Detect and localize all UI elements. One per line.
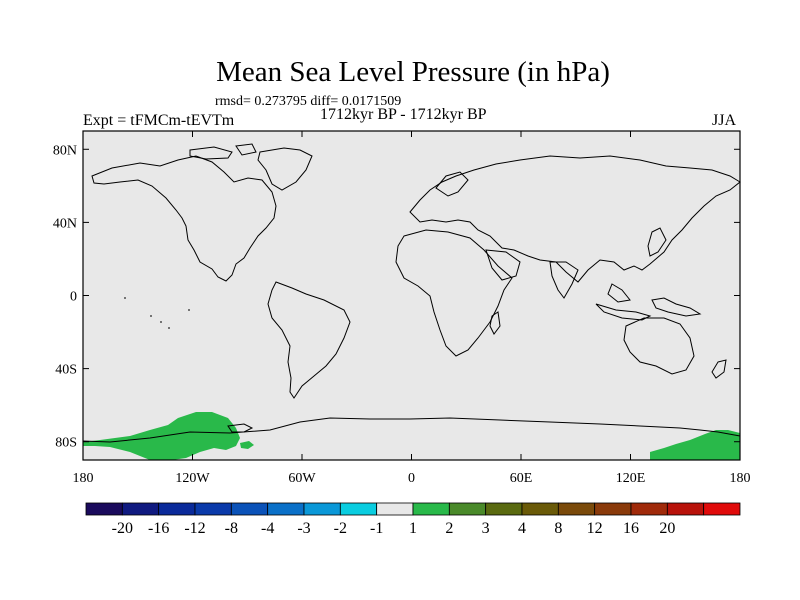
colorbar-swatch <box>412 502 450 516</box>
y-tick-label: 0 <box>70 290 77 305</box>
experiment-label: Expt = tFMCm-tEVTm <box>83 112 235 129</box>
colorbar-label: -12 <box>184 520 205 537</box>
anomaly-region-patch <box>240 441 254 449</box>
colorbar: -20 -16 -12 -8 -4 -3 -2 -1 1 2 3 4 8 12 16 20 <box>85 502 741 537</box>
colorbar-label: 4 <box>518 520 526 537</box>
x-tick-label: 0 <box>408 471 415 486</box>
x-tick-label: 180 <box>73 471 94 486</box>
colorbar-swatch <box>666 502 705 516</box>
colorbar-swatch <box>448 502 487 516</box>
colorbar-label: 8 <box>554 520 562 537</box>
season-label: JJA <box>712 112 737 129</box>
colorbar-label: -1 <box>370 520 383 537</box>
colorbar-label: -16 <box>148 520 169 537</box>
x-tick-label: 120W <box>175 471 210 486</box>
colorbar-label: -8 <box>225 520 238 537</box>
anomaly-region-ross-sea <box>650 430 740 460</box>
colorbar-swatch <box>230 502 269 516</box>
colorbar-label: -20 <box>112 520 133 537</box>
colorbar-swatch <box>521 502 559 516</box>
x-tick-label: 60E <box>510 471 533 486</box>
colorbar-label: -2 <box>334 520 347 537</box>
colorbar-label: 3 <box>482 520 490 537</box>
colorbar-label: -4 <box>261 520 274 537</box>
map-title: Mean Sea Level Pressure (in hPa) <box>216 56 610 88</box>
y-tick-label: 40N <box>53 216 77 231</box>
map-background <box>83 131 740 460</box>
period-label: 1712kyr BP - 1712kyr BP <box>320 106 487 123</box>
colorbar-label: 20 <box>659 520 675 537</box>
x-axis: 180 120W 60W 0 60E 120E 180 <box>73 131 751 486</box>
colorbar-swatch <box>194 502 232 516</box>
coastlines <box>82 143 741 443</box>
colorbar-swatch <box>630 502 668 516</box>
y-axis: 80N 40N 0 40S 80S <box>53 143 740 451</box>
colorbar-swatch <box>85 502 123 516</box>
colorbar-swatch <box>485 502 523 516</box>
colorbar-swatch <box>158 502 196 516</box>
colorbar-swatch <box>376 502 414 516</box>
x-tick-label: 180 <box>730 471 751 486</box>
colorbar-swatch <box>339 502 378 516</box>
colorbar-swatch <box>303 502 341 516</box>
y-tick-label: 80S <box>55 436 77 451</box>
colorbar-label: -3 <box>297 520 310 537</box>
x-tick-label: 60W <box>288 471 316 486</box>
colorbar-swatch <box>703 502 741 516</box>
colorbar-swatch <box>267 502 305 516</box>
colorbar-swatch <box>594 502 632 516</box>
colorbar-label: 1 <box>409 520 417 537</box>
colorbar-label: 16 <box>623 520 639 537</box>
colorbar-label: 2 <box>445 520 453 537</box>
colorbar-swatch <box>121 502 160 516</box>
x-tick-label: 120E <box>616 471 646 486</box>
stats-line: rmsd= 0.273795 diff= 0.0171509 <box>215 94 402 109</box>
colorbar-label: 12 <box>587 520 603 537</box>
y-tick-label: 80N <box>53 143 77 158</box>
colorbar-swatch <box>557 502 596 516</box>
y-tick-label: 40S <box>55 363 77 378</box>
